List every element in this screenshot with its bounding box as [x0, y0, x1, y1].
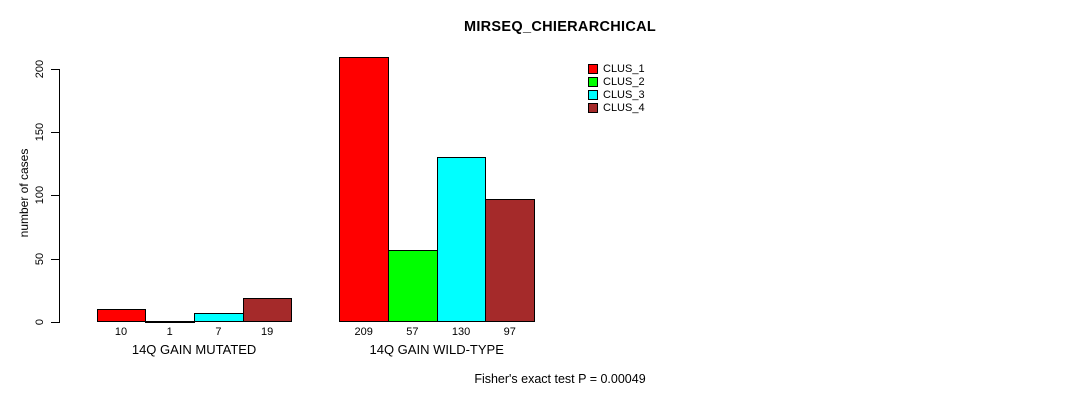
footer-annotation: Fisher's exact test P = 0.00049 — [474, 372, 646, 386]
group-label: 14Q GAIN WILD-TYPE — [369, 342, 504, 357]
legend-label: CLUS_2 — [603, 76, 645, 89]
bar-value-label: 7 — [215, 326, 222, 338]
y-axis-line — [59, 68, 60, 323]
y-tick — [51, 322, 59, 323]
bar-value-label: 209 — [354, 326, 373, 338]
legend-swatch-icon — [588, 102, 598, 113]
y-tick — [51, 68, 59, 70]
legend-label: CLUS_3 — [603, 88, 645, 101]
legend-swatch-icon — [588, 77, 598, 88]
y-tick-label: 50 — [34, 252, 46, 265]
y-tick — [51, 258, 59, 260]
y-axis-label: number of cases — [17, 148, 31, 238]
y-tick — [51, 195, 59, 197]
bar-value-label: 1 — [166, 326, 173, 338]
y-tick-label: 0 — [34, 318, 46, 326]
bar — [242, 297, 293, 322]
group-label: 14Q GAIN MUTATED — [131, 342, 257, 357]
bar-value-label: 19 — [261, 326, 274, 338]
bar-value-label: 97 — [503, 326, 516, 338]
legend-label: CLUS_1 — [603, 63, 645, 76]
y-tick-label: 150 — [34, 122, 46, 142]
legend-swatch-icon — [588, 89, 598, 100]
bar — [339, 57, 389, 322]
legend: CLUS_1 CLUS_2 CLUS_3 CLUS_4 — [588, 63, 645, 114]
chart-title: MIRSEQ_CHIERARCHICAL — [463, 19, 657, 35]
bar — [145, 320, 196, 323]
bar — [436, 157, 487, 322]
legend-row: CLUS_2 — [588, 76, 645, 89]
bar-value-label: 10 — [114, 326, 128, 338]
y-tick-label: 100 — [34, 186, 46, 205]
y-tick — [51, 131, 59, 133]
legend-row: CLUS_4 — [588, 101, 645, 114]
bar — [194, 313, 244, 322]
y-tick-label: 200 — [34, 59, 46, 78]
legend-label: CLUS_4 — [603, 101, 645, 114]
bar — [96, 309, 147, 322]
legend-row: CLUS_1 — [588, 63, 645, 76]
bar — [485, 199, 536, 322]
bar-value-label: 130 — [451, 326, 471, 338]
bar-value-label: 57 — [406, 326, 419, 338]
legend-row: CLUS_3 — [588, 89, 645, 102]
bar — [388, 249, 438, 322]
legend-swatch-icon — [588, 64, 598, 75]
